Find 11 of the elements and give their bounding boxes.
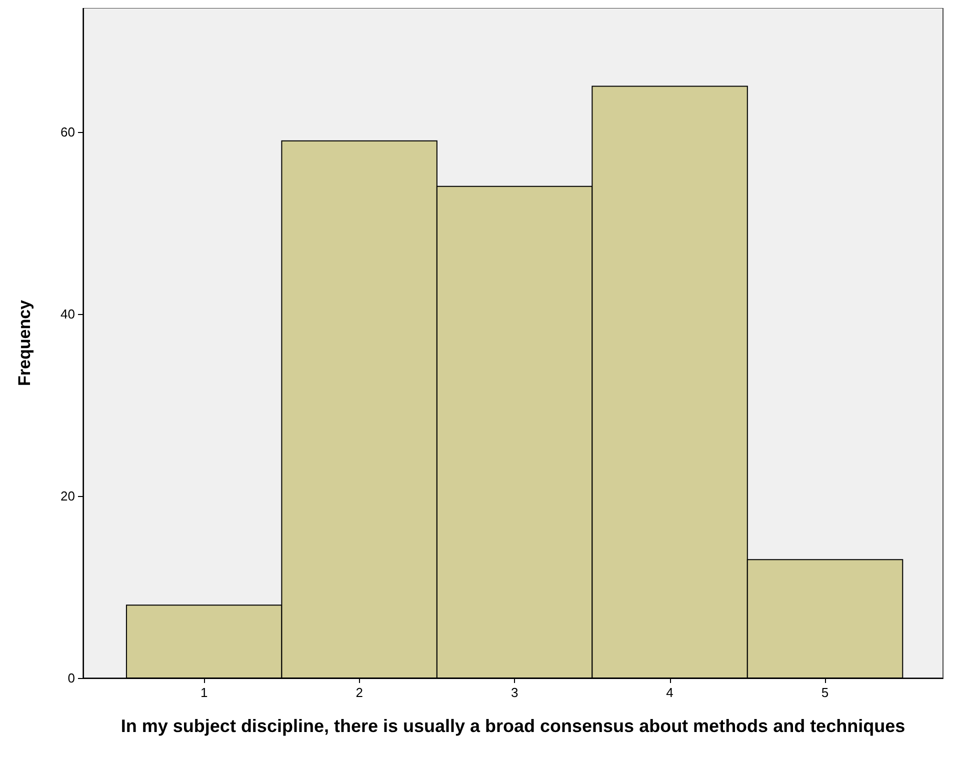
x-axis-title: In my subject discipline, there is usually a broad consensus about methods and techniques <box>120 716 906 736</box>
y-tick-label: 60 <box>60 124 75 140</box>
x-tick-label: 5 <box>821 685 829 700</box>
x-tick-label: 1 <box>200 685 208 700</box>
y-tick-label: 0 <box>68 670 75 686</box>
y-axis-title: Frequency <box>15 299 34 386</box>
y-tick-label: 40 <box>60 306 75 322</box>
x-tick-label: 4 <box>666 685 674 700</box>
x-tick-label: 2 <box>356 685 363 700</box>
y-tick-label: 20 <box>60 488 75 504</box>
x-tick-label: 3 <box>510 685 518 700</box>
